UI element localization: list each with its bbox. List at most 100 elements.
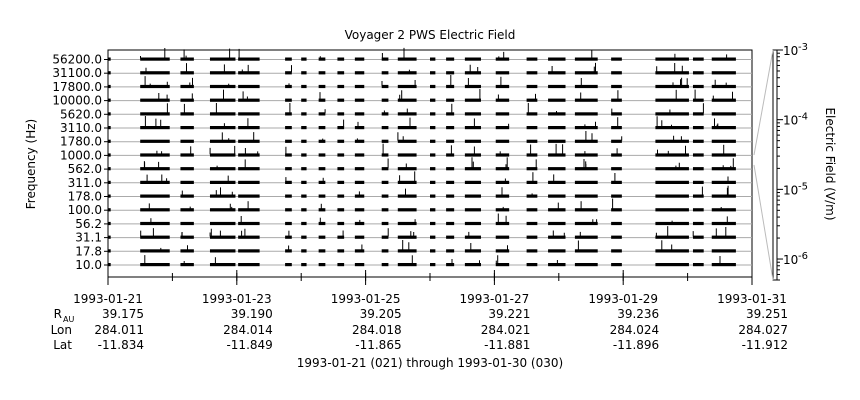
- ephemeris-row-label: Lon: [51, 323, 72, 337]
- spectral-spike: [229, 203, 233, 210]
- channel-band: [655, 235, 689, 239]
- data-segment: [381, 53, 389, 267]
- channel-band: [180, 194, 194, 198]
- channel-band: [209, 249, 236, 253]
- channel-band: [397, 112, 417, 116]
- channel-band: [301, 84, 307, 89]
- channel-band: [655, 112, 689, 116]
- channel-band: [692, 57, 704, 61]
- data-segment: [526, 57, 538, 267]
- y-tick-label: 1000.0: [60, 148, 102, 162]
- channel-band: [180, 167, 194, 171]
- channel-band: [611, 263, 622, 267]
- spectral-spike: [672, 77, 688, 86]
- channel-band: [318, 263, 326, 267]
- channel-band: [611, 194, 622, 198]
- channel-band: [285, 139, 292, 143]
- channel-band: [446, 167, 455, 171]
- channel-band: [574, 153, 598, 157]
- channel-band: [209, 180, 236, 184]
- channel-band: [337, 112, 345, 116]
- channel-band: [548, 235, 566, 239]
- channel-band: [430, 167, 436, 171]
- ephemeris-value: 39.236: [617, 307, 659, 321]
- channel-band: [495, 57, 510, 61]
- channel-band: [495, 208, 510, 212]
- channel-band: [711, 126, 736, 130]
- colorbar-tick-label: 10: [783, 44, 798, 58]
- channel-band: [655, 180, 689, 184]
- channel-band: [464, 263, 481, 267]
- channel-band: [238, 194, 260, 198]
- spectral-spike: [143, 161, 160, 169]
- channel-band: [285, 208, 292, 212]
- channel-band: [301, 126, 307, 130]
- channel-band: [430, 57, 436, 61]
- channel-band: [430, 263, 436, 267]
- ephemeris-value: 284.024: [610, 323, 660, 337]
- channel-band: [140, 84, 170, 89]
- channel-band: [140, 263, 170, 267]
- ephemeris-value: -11.896: [613, 338, 659, 352]
- channel-band: [692, 71, 704, 75]
- channel-band: [209, 194, 236, 198]
- channel-band: [337, 84, 345, 89]
- channel-band: [464, 84, 481, 89]
- channel-band: [337, 71, 345, 75]
- colorbar-frame: [772, 49, 778, 281]
- ephemeris-value: 284.027: [738, 323, 788, 337]
- channel-band: [430, 180, 436, 184]
- channel-band: [381, 221, 389, 226]
- channel-band: [655, 126, 689, 130]
- channel-band: [655, 194, 689, 198]
- channel-band: [354, 126, 365, 130]
- ephemeris-value: -11.912: [742, 338, 788, 352]
- channel-band: [692, 112, 704, 116]
- channel-band: [209, 126, 236, 130]
- channel-band: [574, 57, 598, 61]
- channel-band: [611, 126, 622, 130]
- channel-band: [301, 235, 307, 239]
- channel-band: [354, 194, 365, 198]
- channel-band: [711, 139, 736, 143]
- channel-band: [495, 167, 510, 171]
- ephemeris-value: 39.221: [488, 307, 530, 321]
- channel-band: [140, 98, 170, 102]
- channel-band: [548, 194, 566, 198]
- channel-band: [337, 167, 345, 171]
- channel-band: [611, 71, 622, 75]
- spectral-spike: [241, 64, 249, 73]
- channel-band: [381, 235, 389, 239]
- channel-band: [108, 263, 111, 267]
- channel-band: [301, 98, 307, 102]
- channel-band: [397, 208, 417, 212]
- channel-band: [574, 235, 598, 239]
- channel-band: [238, 98, 260, 102]
- channel-band: [285, 126, 292, 130]
- channel-band: [711, 153, 736, 157]
- channel-band: [318, 221, 326, 226]
- channel-band: [548, 71, 566, 75]
- channel-band: [430, 71, 436, 75]
- channel-band: [446, 84, 455, 89]
- channel-band: [209, 112, 236, 116]
- spectral-spike: [505, 157, 508, 169]
- channel-band: [381, 167, 389, 171]
- spectral-spike: [656, 116, 672, 127]
- channel-band: [337, 139, 345, 143]
- channel-band: [574, 249, 598, 253]
- channel-band: [180, 221, 194, 226]
- channel-band: [446, 98, 455, 102]
- channel-band: [318, 194, 326, 198]
- colorbar-tick-label: 10: [783, 253, 798, 267]
- channel-band: [495, 71, 510, 75]
- channel-band: [140, 180, 170, 184]
- channel-band: [238, 153, 260, 157]
- channel-band: [464, 167, 481, 171]
- colorbar-tick-exponent: -4: [798, 112, 808, 123]
- channel-band: [238, 221, 260, 226]
- channel-band: [526, 263, 538, 267]
- channel-band: [238, 84, 260, 89]
- spectral-spike: [593, 62, 596, 73]
- channel-band: [108, 153, 111, 157]
